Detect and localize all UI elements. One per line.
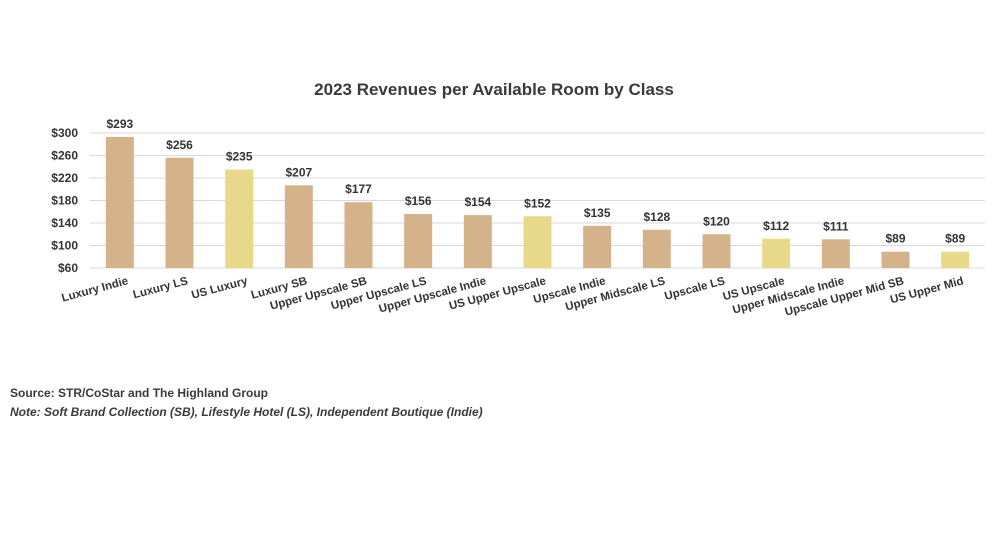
data-label: $177	[345, 182, 372, 196]
bar	[463, 215, 492, 268]
data-label: $293	[106, 117, 133, 131]
y-tick-label: $300	[51, 126, 78, 140]
bar	[284, 185, 313, 268]
data-label: $89	[885, 232, 905, 246]
abbreviation-note: Note: Soft Brand Collection (SB), Lifest…	[10, 405, 483, 419]
x-axis: Luxury Indie Luxury LS US Luxury Luxury SBU…	[60, 275, 964, 319]
bar	[165, 157, 194, 268]
source-note: Source: STR/CoStar and The Highland Grou…	[10, 386, 269, 400]
data-labels: $293 $256 $235 $207 $177 $156 $154 $152 $135 $128…	[106, 117, 965, 246]
bar	[881, 251, 910, 268]
bar	[523, 216, 552, 268]
y-tick-label: $260	[51, 149, 78, 163]
bar	[225, 169, 254, 268]
bar	[105, 136, 134, 268]
y-tick-label: $220	[51, 171, 78, 185]
bars	[105, 136, 970, 268]
bar	[702, 234, 731, 268]
x-tick-label: US Luxury	[190, 275, 249, 302]
data-label: $111	[823, 219, 849, 233]
data-label: $235	[226, 150, 253, 164]
data-label: $207	[285, 165, 312, 179]
x-tick-label: Upscale LS	[663, 275, 726, 303]
data-label: $128	[643, 210, 670, 224]
chart-title: 2023 Revenues per Available Room by Clas…	[314, 80, 674, 99]
data-label: $135	[584, 206, 611, 220]
x-tick-label: Luxury LS	[132, 275, 190, 301]
bar	[583, 225, 612, 268]
y-tick-label: $140	[51, 216, 78, 230]
data-label: $112	[763, 219, 789, 233]
bar	[344, 202, 373, 268]
bar	[404, 214, 433, 268]
bar	[821, 239, 850, 268]
y-axis: $60 $100 $140 $180 $220 $260 $300	[51, 126, 78, 275]
y-tick-label: $180	[51, 194, 78, 208]
bar	[762, 238, 791, 268]
data-label: $152	[524, 196, 551, 210]
data-label: $120	[703, 214, 730, 228]
data-label: $156	[405, 194, 432, 208]
y-tick-label: $60	[58, 261, 78, 275]
data-label: $154	[464, 195, 491, 209]
y-tick-label: $100	[51, 239, 78, 253]
bar	[941, 251, 970, 268]
bar	[642, 229, 671, 268]
data-label: $256	[166, 138, 193, 152]
data-label: $89	[945, 232, 965, 246]
x-tick-label: Luxury Indie	[60, 275, 129, 304]
